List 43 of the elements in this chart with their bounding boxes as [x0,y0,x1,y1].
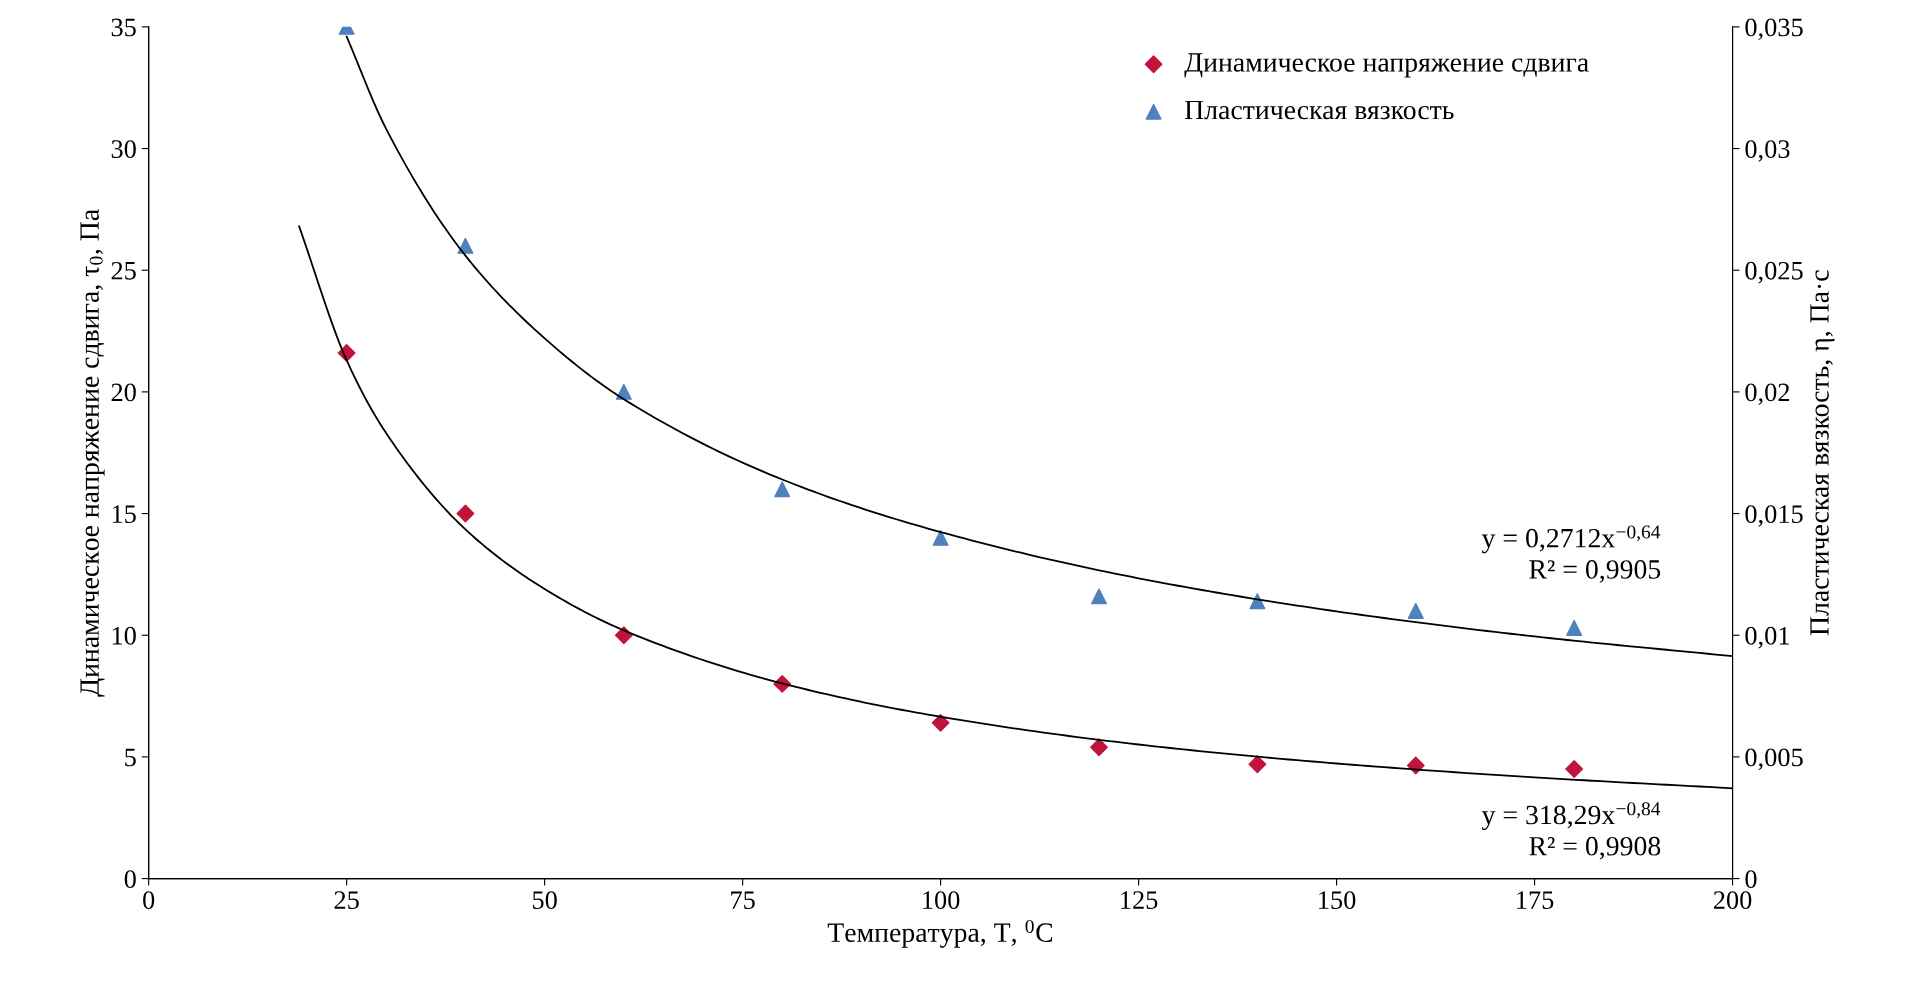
point [1090,738,1108,757]
y2-tick-label: 0,025 [1745,261,1803,284]
y-tick-label: 30 [111,140,136,158]
y-tick-label: 35 [111,18,136,37]
y2-tick-label: 0,02 [1745,383,1790,406]
x-tick-label: 25 [334,891,359,909]
point [456,504,475,523]
point [1407,602,1424,619]
y-tick-label: 15 [112,505,136,523]
y2-tick-label: 0,035 [1745,18,1803,41]
legend-label: Пластическая вязкость [1184,100,1454,120]
x-tick-label: 175 [1517,891,1554,909]
y-tick-label: 20 [111,383,136,402]
x-tick-label: 100 [923,891,960,909]
y2-tick-label: 0,03 [1745,140,1790,162]
x-tick-label: 125 [1121,891,1158,909]
annotation: y = 0,2712x$^{−0,64}$ R² = 0,9905 [1481,525,1661,583]
x-tick-label: 50 [532,891,557,909]
y-tick-label: 25 [111,261,136,280]
annotation: y = 318,29x$^{−0,84}$ R² = 0,9908 [1481,802,1661,860]
y2-tick-label: 0 [1745,870,1757,888]
y-tick-label: 10 [112,626,136,645]
x-tick-label: 150 [1319,891,1356,909]
point [774,481,791,498]
x-tick-label: 0 [143,891,155,909]
y2-tick-label: 0,005 [1745,748,1803,771]
y2-axis-title: Пластическая вязкость, η, Па·с [1810,270,1835,636]
point [1566,619,1583,636]
point [457,237,474,254]
x-tick-label: 200 [1713,891,1752,909]
legend-label: Динамическое напряжение сдвига [1184,53,1589,78]
point [931,713,950,732]
point [1565,760,1584,778]
x-tick-label: 75 [731,891,755,909]
y-axis-title: Динамическое напряжение сдвига, τ$_{0}$, Па [80,209,105,697]
y-tick-label: 0 [124,870,136,888]
x-axis-title: Температура, T, $^{0}$C [827,919,1053,948]
point [1248,755,1267,774]
y-tick-label: 5 [125,748,136,767]
point [1091,588,1107,605]
y2-tick-label: 0,015 [1745,505,1803,527]
y2-tick-label: 0,01 [1745,626,1789,649]
point [932,529,949,546]
